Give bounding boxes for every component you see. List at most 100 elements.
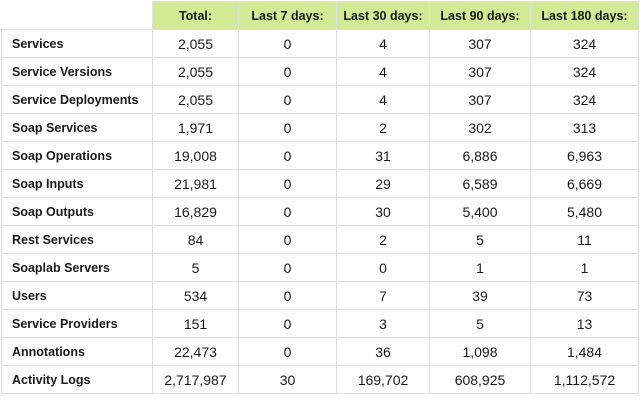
cell-last-7-days: 0 — [238, 253, 337, 282]
cell-last-7-days: 30 — [238, 365, 337, 394]
row-label: Users — [1, 281, 153, 310]
header-last-7-days: Last 7 days: — [238, 1, 337, 30]
table-row: Soaplab Servers 5 0 0 1 1 — [1, 253, 639, 282]
table-row: Service Deployments 2,055 0 4 307 324 — [1, 85, 639, 114]
cell-last-30-days: 30 — [336, 197, 430, 226]
cell-last-180-days: 11 — [530, 225, 639, 254]
cell-last-90-days: 6,886 — [429, 141, 531, 170]
table-header: Total: Last 7 days: Last 30 days: Last 9… — [1, 1, 639, 30]
header-last-180-days: Last 180 days: — [530, 1, 639, 30]
cell-last-180-days: 1,112,572 — [530, 365, 639, 394]
cell-last-30-days: 29 — [336, 169, 430, 198]
cell-last-30-days: 2 — [336, 225, 430, 254]
row-label: Activity Logs — [1, 365, 153, 394]
cell-last-30-days: 0 — [336, 253, 430, 282]
cell-total: 19,008 — [152, 141, 239, 170]
row-label: Soap Services — [1, 113, 153, 142]
cell-last-7-days: 0 — [238, 85, 337, 114]
cell-last-30-days: 169,702 — [336, 365, 430, 394]
cell-last-30-days: 7 — [336, 281, 430, 310]
cell-last-180-days: 73 — [530, 281, 639, 310]
cell-last-90-days: 1 — [429, 253, 531, 282]
cell-last-90-days: 307 — [429, 85, 531, 114]
row-label: Annotations — [1, 337, 153, 366]
cell-last-90-days: 5,400 — [429, 197, 531, 226]
cell-last-180-days: 324 — [530, 85, 639, 114]
cell-last-30-days: 4 — [336, 29, 430, 58]
table-row: Activity Logs 2,717,987 30 169,702 608,925 1,… — [1, 365, 639, 394]
cell-total: 2,055 — [152, 29, 239, 58]
cell-last-90-days: 608,925 — [429, 365, 531, 394]
cell-total: 1,971 — [152, 113, 239, 142]
table-row: Service Providers 151 0 3 5 13 — [1, 309, 639, 338]
cell-last-90-days: 307 — [429, 29, 531, 58]
cell-last-90-days: 5 — [429, 309, 531, 338]
cell-total: 21,981 — [152, 169, 239, 198]
table-row: Soap Services 1,971 0 2 302 313 — [1, 113, 639, 142]
cell-last-180-days: 6,669 — [530, 169, 639, 198]
header-row: Total: Last 7 days: Last 30 days: Last 9… — [1, 1, 639, 30]
table-row: Soap Outputs 16,829 0 30 5,400 5,480 — [1, 197, 639, 226]
row-label: Soaplab Servers — [1, 253, 153, 282]
cell-last-180-days: 13 — [530, 309, 639, 338]
cell-last-90-days: 6,589 — [429, 169, 531, 198]
cell-last-7-days: 0 — [238, 197, 337, 226]
cell-last-90-days: 39 — [429, 281, 531, 310]
table-row: Annotations 22,473 0 36 1,098 1,484 — [1, 337, 639, 366]
cell-last-30-days: 36 — [336, 337, 430, 366]
cell-last-180-days: 1,484 — [530, 337, 639, 366]
cell-last-7-days: 0 — [238, 309, 337, 338]
header-last-30-days: Last 30 days: — [336, 1, 430, 30]
cell-last-7-days: 0 — [238, 225, 337, 254]
cell-last-7-days: 0 — [238, 169, 337, 198]
cell-total: 151 — [152, 309, 239, 338]
cell-last-90-days: 302 — [429, 113, 531, 142]
cell-last-90-days: 5 — [429, 225, 531, 254]
table-row: Soap Inputs 21,981 0 29 6,589 6,669 — [1, 169, 639, 198]
cell-last-30-days: 2 — [336, 113, 430, 142]
row-label: Service Deployments — [1, 85, 153, 114]
table-row: Service Versions 2,055 0 4 307 324 — [1, 57, 639, 86]
cell-total: 84 — [152, 225, 239, 254]
table-row: Soap Operations 19,008 0 31 6,886 6,963 — [1, 141, 639, 170]
cell-last-180-days: 1 — [530, 253, 639, 282]
row-label: Soap Inputs — [1, 169, 153, 198]
cell-last-7-days: 0 — [238, 113, 337, 142]
cell-last-30-days: 4 — [336, 57, 430, 86]
cell-last-30-days: 3 — [336, 309, 430, 338]
statistics-table: Total: Last 7 days: Last 30 days: Last 9… — [1, 1, 639, 394]
cell-total: 2,717,987 — [152, 365, 239, 394]
row-label: Service Providers — [1, 309, 153, 338]
cell-last-90-days: 1,098 — [429, 337, 531, 366]
header-corner-cell — [1, 1, 153, 30]
cell-last-7-days: 0 — [238, 281, 337, 310]
header-last-90-days: Last 90 days: — [429, 1, 531, 30]
row-label: Service Versions — [1, 57, 153, 86]
row-label: Rest Services — [1, 225, 153, 254]
row-label: Soap Operations — [1, 141, 153, 170]
header-total: Total: — [152, 1, 239, 30]
cell-last-7-days: 0 — [238, 29, 337, 58]
cell-total: 2,055 — [152, 85, 239, 114]
cell-total: 16,829 — [152, 197, 239, 226]
cell-last-7-days: 0 — [238, 57, 337, 86]
cell-last-180-days: 6,963 — [530, 141, 639, 170]
cell-last-90-days: 307 — [429, 57, 531, 86]
table-row: Services 2,055 0 4 307 324 — [1, 29, 639, 58]
row-label: Services — [1, 29, 153, 58]
row-label: Soap Outputs — [1, 197, 153, 226]
cell-last-30-days: 4 — [336, 85, 430, 114]
table-body: Services 2,055 0 4 307 324 Service Versions 2,0… — [1, 29, 639, 394]
cell-last-180-days: 324 — [530, 29, 639, 58]
cell-last-7-days: 0 — [238, 337, 337, 366]
cell-last-180-days: 313 — [530, 113, 639, 142]
table-row: Users 534 0 7 39 73 — [1, 281, 639, 310]
table-row: Rest Services 84 0 2 5 11 — [1, 225, 639, 254]
cell-total: 5 — [152, 253, 239, 282]
cell-last-180-days: 5,480 — [530, 197, 639, 226]
cell-last-180-days: 324 — [530, 57, 639, 86]
cell-total: 534 — [152, 281, 239, 310]
cell-last-30-days: 31 — [336, 141, 430, 170]
cell-last-7-days: 0 — [238, 141, 337, 170]
cell-total: 2,055 — [152, 57, 239, 86]
